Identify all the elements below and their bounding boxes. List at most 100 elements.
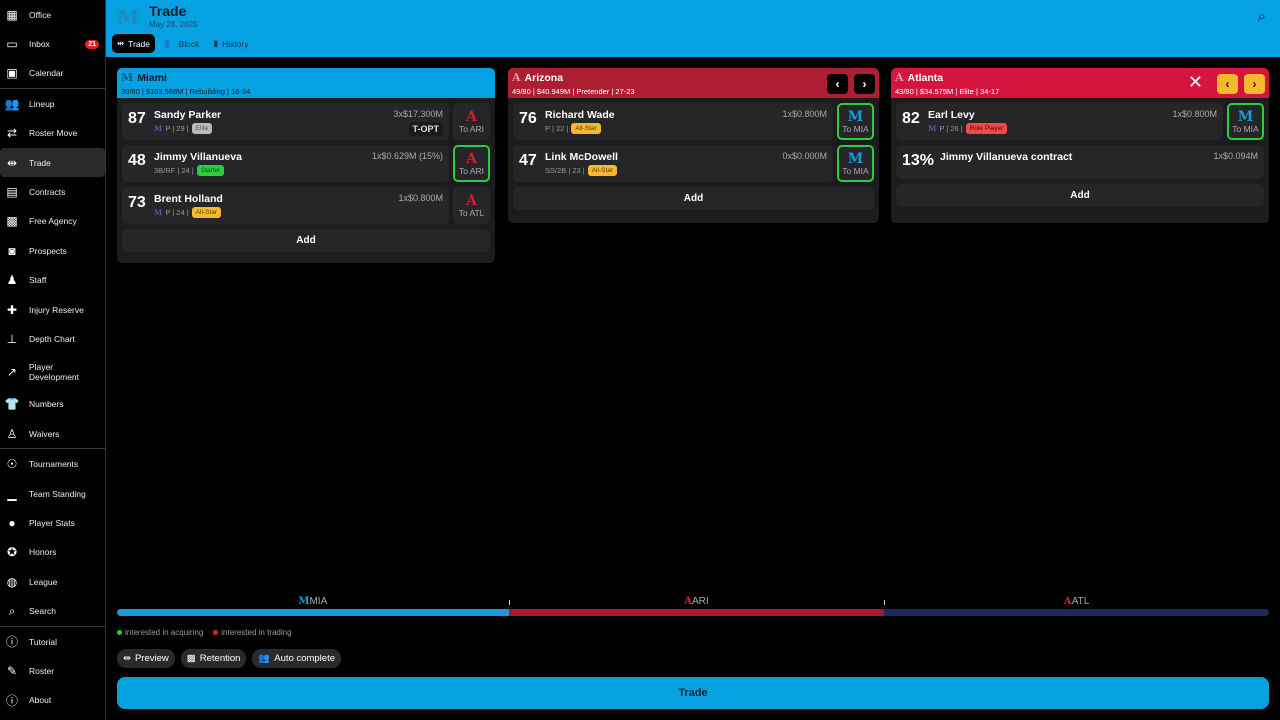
balance-team-label: ATL [1071,596,1090,607]
money-icon: ▩ [6,214,18,229]
player-tier-badge: Role Player [965,123,1008,134]
sidebar-item-prospects[interactable]: ◙ Prospects [0,236,105,265]
contract-value: 1x$0.800M [782,109,827,119]
player-card[interactable]: 82 Earl Levy M P | 26 | Role Player 1x$0.800M [896,103,1223,140]
sidebar-item-search[interactable]: ⌕ Search [0,596,105,625]
sidebar-item-free-agency[interactable]: ▩ Free Agency [0,207,105,236]
balance-label: AARI [684,596,708,607]
destination-label: To MIA [1232,123,1259,134]
user-clock-icon: ♙ [6,426,18,441]
destination-button[interactable]: A To ARI [453,145,490,182]
contract-value: 1x$0.629M (15%) [371,151,443,161]
user-edit-icon: ✎ [6,663,18,678]
team-name: Arizona [524,71,564,84]
sidebar-item-label: About [29,695,52,706]
search-icon: ⌕ [8,603,16,618]
tab-block[interactable]: 👥 Block [159,34,204,53]
prev-team-button[interactable]: ‹ [1217,74,1238,94]
player-tier-badge: Starter [196,165,225,176]
destination-button[interactable]: M To MIA [837,103,874,140]
add-asset-button[interactable]: Add [122,229,490,252]
add-asset-button[interactable]: Add [513,187,874,210]
sidebar-item-waivers[interactable]: ♙ Waivers [0,419,105,448]
sidebar-item-injury-reserve[interactable]: ✚ Injury Reserve [0,295,105,324]
auto-complete-button[interactable]: 👥 Auto complete [252,649,341,668]
sitemap-icon: ⊥ [6,331,18,346]
sidebar-item-inbox[interactable]: ▭ Inbox 21 [0,29,105,58]
tab-bar: ⇹ Trade 👥 Block ▮ History [112,34,254,53]
team-logo: M [121,71,134,84]
sidebar-item-calendar[interactable]: ▣ Calendar [0,59,105,88]
sidebar-item-label: Team Standing [29,488,86,499]
prev-team-button[interactable]: ‹ [827,74,848,94]
tab-history[interactable]: ▮ History [208,34,253,53]
unread-badge: 21 [85,39,99,49]
next-team-button[interactable]: › [1244,74,1265,94]
sidebar-item-honors[interactable]: ✪ Honors [0,538,105,567]
destination-button[interactable]: M To MIA [837,145,874,182]
close-icon[interactable]: ✕ [1187,72,1203,92]
player-name: Earl Levy [928,109,975,121]
team-stats: 39/80 | $103.568M | Rebuilding | 16-34 [121,87,251,96]
destination-button[interactable]: A To ARI [453,103,490,140]
sidebar-item-tournaments[interactable]: ☉ Tournaments [0,449,105,478]
team-panel-header: A Atlanta 43/80 | $34.575M | Elite | 34-17… [891,68,1269,98]
player-card[interactable]: 76 Richard Wade P | 22 | All-Star 1x$0.800M [513,103,833,140]
sidebar-item-lineup[interactable]: 👥 Lineup [0,89,105,118]
destination-button[interactable]: M To MIA [1227,103,1264,140]
team-panel-atlanta: A Atlanta 43/80 | $34.575M | Elite | 34-17… [891,68,1269,223]
sidebar-item-label: League [29,576,58,587]
player-name: Sandy Parker [154,109,222,121]
player-tier-badge: Elite [191,123,213,134]
player-card[interactable]: 47 Link McDowell SS/2B | 23 | All-Star 0x$0.… [513,145,833,182]
sidebar-item-office[interactable]: ▦ Office [0,0,105,29]
sidebar-item-numbers[interactable]: 👕 Numbers [0,390,105,419]
destination-team-logo: M [847,150,864,167]
action-buttons: ⇹ Preview ▩ Retention 👥 Auto complete [117,649,341,668]
destination-label: To ARI [458,123,485,134]
add-asset-button[interactable]: Add [896,184,1264,207]
sidebar-item-trade[interactable]: ⇹ Trade [0,147,105,178]
trade-button[interactable]: Trade [117,677,1269,709]
sidebar-item-roster[interactable]: ✎ Roster [0,656,105,685]
destination-button[interactable]: A To ATL [453,187,490,224]
sidebar-item-league[interactable]: ◍ League [0,567,105,596]
sidebar-group: ⓘ Tutorial ✎ Roster ⓘ About [0,627,105,715]
retention-button[interactable]: ▩ Retention [180,649,247,668]
sidebar-item-team-standing[interactable]: ▁ Team Standing [0,479,105,508]
next-team-button[interactable]: › [854,74,875,94]
team-logo-icon: A [1063,596,1072,607]
team-name-row: A Arizona [512,71,875,84]
sidebar-group: 👥 Lineup ⇄ Roster Move ⇹ Trade ▤ Contracts ▩ Free… [0,89,105,450]
player-card[interactable]: 73 Brent Holland M P | 24 | All-Star 1x$0.800… [122,187,449,224]
player-position-age: P | 29 | [165,124,189,133]
player-meta: SS/2B | 23 | All-Star [545,165,618,176]
search-icon[interactable]: ⌕ [1257,8,1266,25]
tab-trade[interactable]: ⇹ Trade [112,34,156,53]
trade-icon: ⇹ [6,155,18,170]
player-card[interactable]: 87 Sandy Parker M P | 29 | Elite 3x$17.300M T-… [122,103,449,140]
destination-label: To ATL [458,207,485,218]
player-card[interactable]: 13% Jimmy Villanueva contract 1x$0.094M [896,145,1264,179]
sidebar-item-player-stats[interactable]: ● Player Stats [0,508,105,537]
sidebar-item-roster-move[interactable]: ⇄ Roster Move [0,119,105,148]
preview-button[interactable]: ⇹ Preview [117,649,175,668]
sidebar-item-label: Lineup [29,98,55,109]
destination-team-logo: M [1237,108,1254,125]
balance-divider [884,600,886,605]
baseball-icon: ● [8,515,16,530]
sidebar-item-player-development[interactable]: ↗ Player Development [0,354,105,390]
sidebar-group: ▦ Office ▭ Inbox 21 ▣ Calendar [0,0,105,90]
sidebar-item-tutorial[interactable]: ⓘ Tutorial [0,627,105,656]
player-tier-badge: All-Star [571,123,601,134]
player-card[interactable]: 48 Jimmy Villanueva 3B/RF | 24 | Starter 1x$… [122,145,449,182]
sidebar-item-staff[interactable]: ♟ Staff [0,266,105,295]
team-logo-icon: M [154,208,163,217]
swap-icon: ⇄ [6,126,18,141]
sidebar-item-depth-chart[interactable]: ⊥ Depth Chart [0,324,105,353]
balance-divider [508,600,510,605]
sidebar-item-about[interactable]: ⓘ About [0,686,105,715]
sidebar-item-contracts[interactable]: ▤ Contracts [0,177,105,206]
destination-label: To ARI [458,165,485,176]
